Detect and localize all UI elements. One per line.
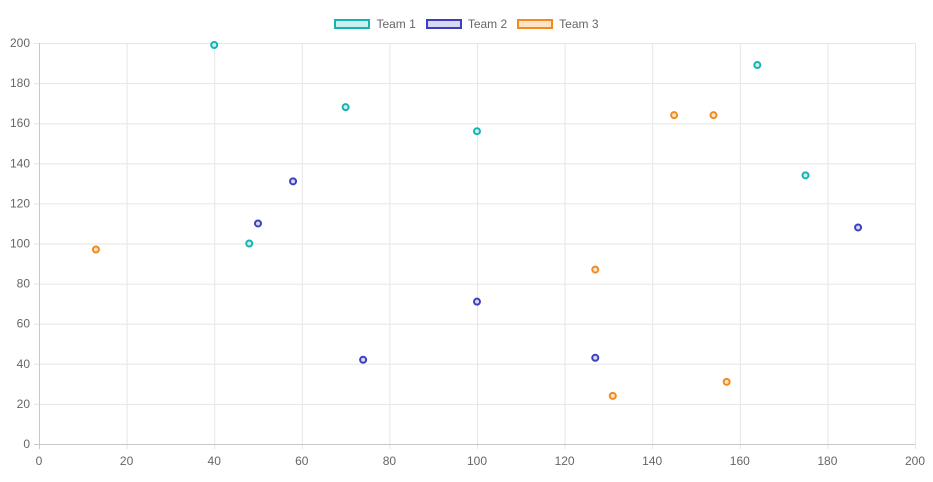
legend-swatch-team-3 — [517, 19, 554, 29]
data-point-team-1 — [753, 61, 762, 70]
data-point-team-2 — [289, 177, 298, 186]
x-tick-label: 80 — [383, 454, 397, 468]
tick-labels: 0 20 40 60 80 100 120 140 160 180 200 0 20 40 60 80 100 1… — [10, 36, 925, 468]
data-point-team-1 — [245, 239, 254, 248]
x-tick-label: 200 — [905, 454, 925, 468]
data-point-team-3 — [591, 265, 600, 274]
data-point-team-3 — [722, 377, 731, 386]
x-tick-label: 120 — [555, 454, 575, 468]
data-point-team-1 — [801, 171, 810, 180]
y-tick-label: 60 — [17, 317, 31, 331]
data-points — [91, 41, 863, 400]
data-point-team-2 — [359, 355, 368, 364]
data-point-team-1 — [341, 103, 350, 112]
y-tick-label: 180 — [10, 76, 30, 90]
x-tick-label: 140 — [642, 454, 662, 468]
y-tick-label: 20 — [17, 397, 31, 411]
x-tick-label: 100 — [467, 454, 487, 468]
x-tick-label: 180 — [817, 454, 837, 468]
legend-label-team-3: Team 3 — [559, 17, 599, 31]
x-tick-label: 20 — [120, 454, 134, 468]
data-point-team-3 — [709, 111, 718, 120]
data-point-team-1 — [473, 127, 481, 136]
legend-item-team-2[interactable]: Team 2 — [425, 17, 508, 31]
y-tick-label: 80 — [17, 277, 31, 291]
data-point-team-2 — [254, 219, 262, 228]
data-point-team-2 — [473, 297, 481, 306]
legend-item-team-1[interactable]: Team 1 — [334, 17, 416, 31]
y-tick-label: 160 — [10, 116, 30, 130]
x-tick-label: 0 — [36, 454, 43, 468]
x-tick-label: 160 — [730, 454, 750, 468]
legend-label-team-2: Team 2 — [467, 17, 508, 31]
y-tick-label: 140 — [10, 156, 30, 170]
y-tick-label: 40 — [17, 357, 31, 371]
legend-swatch-team-2 — [425, 19, 462, 29]
legend-label-team-1: Team 1 — [376, 17, 416, 31]
data-point-team-1 — [210, 41, 219, 50]
data-point-team-3 — [608, 391, 617, 400]
axes — [34, 43, 915, 449]
data-point-team-3 — [91, 245, 100, 254]
data-point-team-3 — [670, 111, 679, 120]
grid-lines — [34, 43, 916, 449]
data-point-team-2 — [591, 353, 600, 362]
data-point-team-2 — [854, 223, 863, 232]
y-tick-label: 100 — [10, 237, 30, 251]
y-tick-label: 0 — [23, 437, 30, 451]
legend-item-team-3[interactable]: Team 3 — [517, 17, 599, 31]
chart-legend: Team 1 Team 2 Team 3 — [0, 17, 933, 31]
legend-swatch-team-1 — [334, 19, 371, 29]
y-tick-label: 120 — [10, 196, 30, 210]
x-tick-label: 40 — [208, 454, 222, 468]
x-tick-label: 60 — [295, 454, 309, 468]
y-tick-label: 200 — [10, 36, 30, 50]
